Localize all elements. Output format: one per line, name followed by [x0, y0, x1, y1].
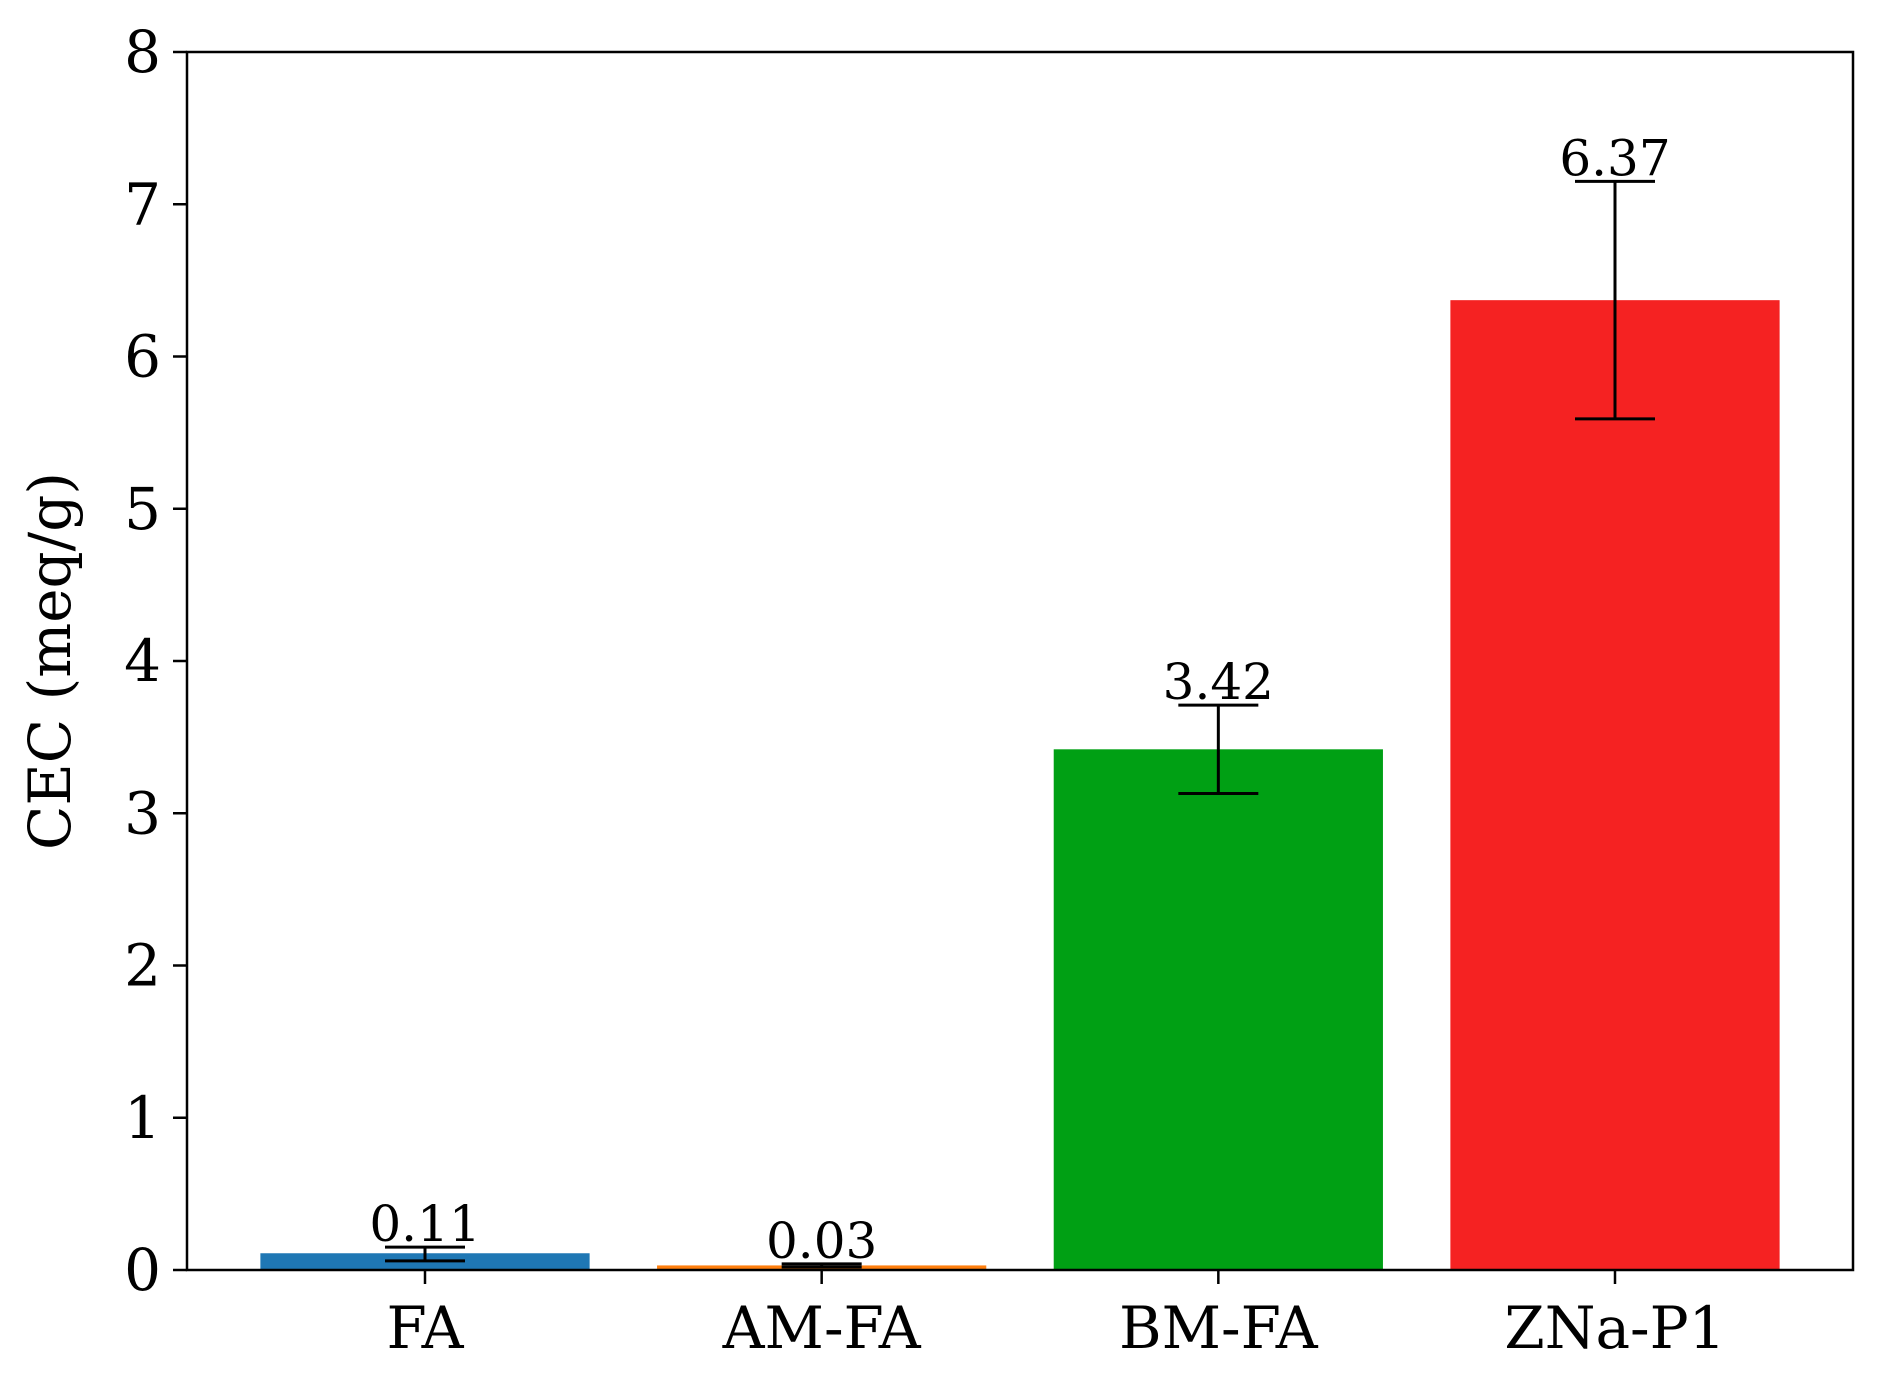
y-tick-label: 5 [124, 475, 161, 543]
value-label: 6.37 [1559, 129, 1670, 187]
y-tick-label: 4 [124, 627, 161, 695]
y-tick-label: 1 [124, 1084, 161, 1152]
y-tick-label: 6 [124, 323, 161, 391]
y-tick-label: 7 [124, 170, 161, 238]
y-tick-label: 8 [124, 18, 161, 86]
x-tick-label: FA [386, 1294, 464, 1362]
bars-layer [260, 300, 1780, 1271]
y-axis-ticks: 0 1 2 3 4 5 6 7 8 [124, 18, 187, 1304]
value-label: 3.42 [1163, 653, 1274, 711]
bar-bm-fa [1053, 749, 1383, 1270]
x-tick-label: ZNa-P1 [1504, 1294, 1725, 1362]
value-labels-layer: 0.11 0.03 3.42 6.37 [369, 129, 1670, 1269]
errorbars-layer [385, 179, 1655, 1269]
x-axis-ticks: FA AM-FA BM-FA ZNa-P1 [386, 1270, 1726, 1362]
y-tick-label: 3 [124, 779, 161, 847]
y-axis-title: CEC (meq/g) [16, 472, 84, 850]
bar-zna-p1 [1450, 300, 1780, 1271]
x-tick-label: BM-FA [1119, 1294, 1319, 1362]
x-tick-label: AM-FA [722, 1294, 922, 1362]
y-tick-label: 0 [124, 1236, 161, 1304]
y-tick-label: 2 [124, 932, 161, 1000]
value-label: 0.11 [369, 1195, 480, 1253]
value-label: 0.03 [766, 1212, 877, 1270]
